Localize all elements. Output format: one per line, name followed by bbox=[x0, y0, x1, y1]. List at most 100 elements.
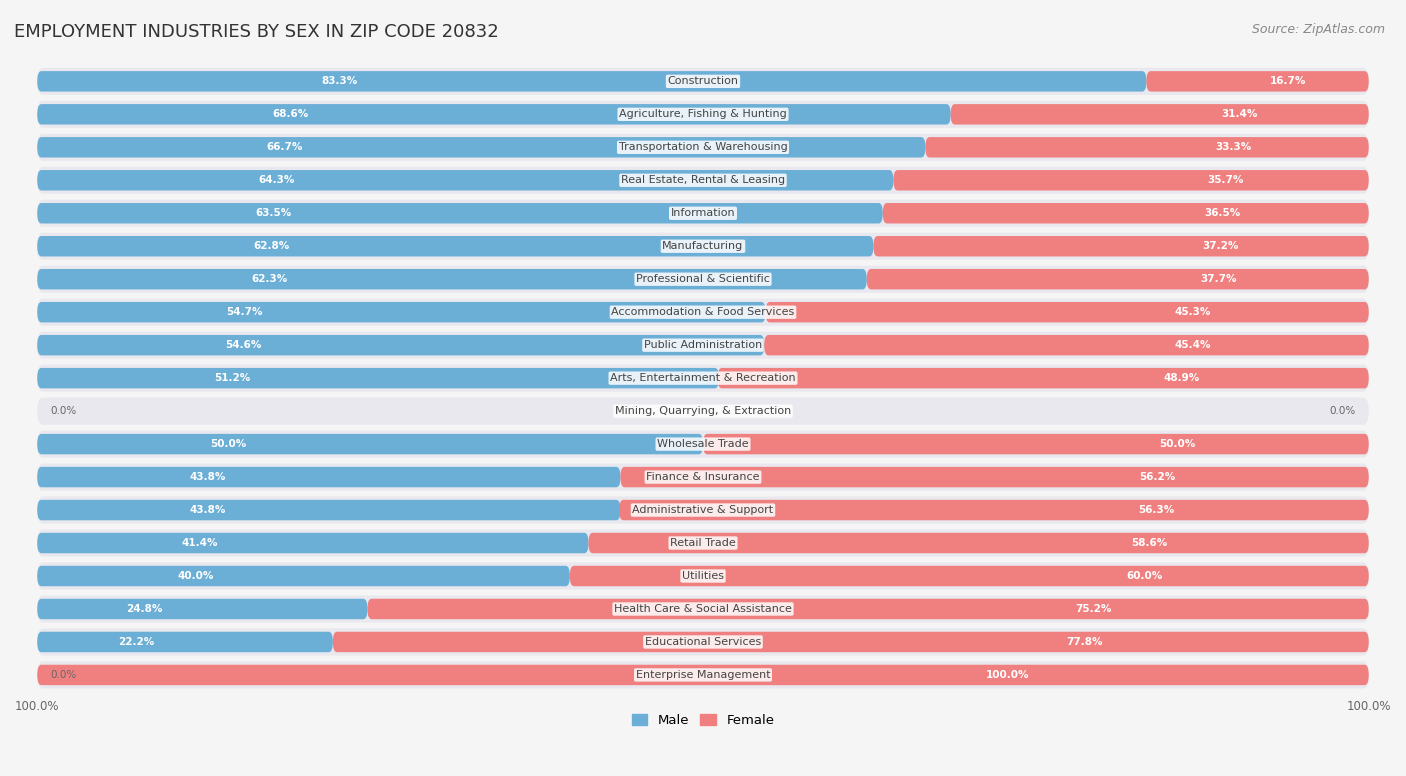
Text: 50.0%: 50.0% bbox=[211, 439, 246, 449]
Text: 35.7%: 35.7% bbox=[1206, 175, 1243, 185]
FancyBboxPatch shape bbox=[37, 529, 1369, 556]
Text: 68.6%: 68.6% bbox=[273, 109, 308, 120]
Text: Health Care & Social Assistance: Health Care & Social Assistance bbox=[614, 604, 792, 614]
Text: 16.7%: 16.7% bbox=[1270, 76, 1306, 86]
FancyBboxPatch shape bbox=[717, 368, 1369, 388]
FancyBboxPatch shape bbox=[37, 595, 1369, 622]
Text: 24.8%: 24.8% bbox=[127, 604, 163, 614]
FancyBboxPatch shape bbox=[1146, 71, 1369, 92]
FancyBboxPatch shape bbox=[37, 665, 1369, 685]
Text: Retail Trade: Retail Trade bbox=[671, 538, 735, 548]
FancyBboxPatch shape bbox=[37, 368, 718, 388]
Text: 63.5%: 63.5% bbox=[256, 208, 291, 218]
Text: 100.0%: 100.0% bbox=[986, 670, 1029, 680]
FancyBboxPatch shape bbox=[37, 467, 620, 487]
Text: Arts, Entertainment & Recreation: Arts, Entertainment & Recreation bbox=[610, 373, 796, 383]
FancyBboxPatch shape bbox=[37, 167, 1369, 194]
Text: Wholesale Trade: Wholesale Trade bbox=[657, 439, 749, 449]
Text: Administrative & Support: Administrative & Support bbox=[633, 505, 773, 515]
FancyBboxPatch shape bbox=[37, 434, 703, 454]
Legend: Male, Female: Male, Female bbox=[626, 708, 780, 733]
FancyBboxPatch shape bbox=[925, 137, 1369, 158]
Text: 37.7%: 37.7% bbox=[1201, 274, 1237, 284]
FancyBboxPatch shape bbox=[883, 203, 1369, 223]
Text: 31.4%: 31.4% bbox=[1222, 109, 1257, 120]
Text: 62.8%: 62.8% bbox=[253, 241, 290, 251]
FancyBboxPatch shape bbox=[37, 563, 1369, 590]
Text: 36.5%: 36.5% bbox=[1205, 208, 1240, 218]
Text: 60.0%: 60.0% bbox=[1126, 571, 1163, 581]
Text: 75.2%: 75.2% bbox=[1076, 604, 1112, 614]
FancyBboxPatch shape bbox=[893, 170, 1369, 190]
Text: Enterprise Management: Enterprise Management bbox=[636, 670, 770, 680]
Text: Manufacturing: Manufacturing bbox=[662, 241, 744, 251]
FancyBboxPatch shape bbox=[37, 533, 589, 553]
FancyBboxPatch shape bbox=[37, 599, 367, 619]
Text: Finance & Insurance: Finance & Insurance bbox=[647, 472, 759, 482]
Text: 56.3%: 56.3% bbox=[1139, 505, 1174, 515]
Text: Mining, Quarrying, & Extraction: Mining, Quarrying, & Extraction bbox=[614, 406, 792, 416]
Text: 41.4%: 41.4% bbox=[181, 538, 218, 548]
FancyBboxPatch shape bbox=[37, 233, 1369, 260]
FancyBboxPatch shape bbox=[37, 137, 925, 158]
Text: Source: ZipAtlas.com: Source: ZipAtlas.com bbox=[1251, 23, 1385, 36]
FancyBboxPatch shape bbox=[619, 500, 1369, 520]
FancyBboxPatch shape bbox=[37, 101, 1369, 128]
Text: Accommodation & Food Services: Accommodation & Food Services bbox=[612, 307, 794, 317]
FancyBboxPatch shape bbox=[37, 269, 866, 289]
FancyBboxPatch shape bbox=[37, 68, 1369, 95]
Text: Utilities: Utilities bbox=[682, 571, 724, 581]
Text: 0.0%: 0.0% bbox=[51, 670, 77, 680]
Text: 77.8%: 77.8% bbox=[1067, 637, 1104, 647]
FancyBboxPatch shape bbox=[620, 467, 1369, 487]
Text: 64.3%: 64.3% bbox=[257, 175, 294, 185]
Text: 54.7%: 54.7% bbox=[226, 307, 263, 317]
FancyBboxPatch shape bbox=[873, 236, 1369, 256]
Text: Information: Information bbox=[671, 208, 735, 218]
FancyBboxPatch shape bbox=[37, 133, 1369, 161]
Text: Transportation & Warehousing: Transportation & Warehousing bbox=[619, 142, 787, 152]
FancyBboxPatch shape bbox=[37, 199, 1369, 227]
Text: 48.9%: 48.9% bbox=[1163, 373, 1199, 383]
Text: 33.3%: 33.3% bbox=[1215, 142, 1251, 152]
FancyBboxPatch shape bbox=[367, 599, 1369, 619]
FancyBboxPatch shape bbox=[37, 302, 766, 322]
FancyBboxPatch shape bbox=[703, 434, 1369, 454]
Text: EMPLOYMENT INDUSTRIES BY SEX IN ZIP CODE 20832: EMPLOYMENT INDUSTRIES BY SEX IN ZIP CODE… bbox=[14, 23, 499, 41]
Text: Construction: Construction bbox=[668, 76, 738, 86]
FancyBboxPatch shape bbox=[37, 265, 1369, 293]
FancyBboxPatch shape bbox=[37, 500, 620, 520]
Text: Agriculture, Fishing & Hunting: Agriculture, Fishing & Hunting bbox=[619, 109, 787, 120]
Text: 62.3%: 62.3% bbox=[252, 274, 288, 284]
FancyBboxPatch shape bbox=[37, 299, 1369, 326]
FancyBboxPatch shape bbox=[37, 71, 1146, 92]
FancyBboxPatch shape bbox=[766, 302, 1369, 322]
Text: Professional & Scientific: Professional & Scientific bbox=[636, 274, 770, 284]
Text: 45.3%: 45.3% bbox=[1175, 307, 1212, 317]
Text: 51.2%: 51.2% bbox=[214, 373, 250, 383]
FancyBboxPatch shape bbox=[37, 566, 569, 586]
Text: 40.0%: 40.0% bbox=[177, 571, 214, 581]
Text: 37.2%: 37.2% bbox=[1202, 241, 1239, 251]
Text: 22.2%: 22.2% bbox=[118, 637, 155, 647]
Text: 0.0%: 0.0% bbox=[1329, 406, 1355, 416]
Text: Educational Services: Educational Services bbox=[645, 637, 761, 647]
Text: 50.0%: 50.0% bbox=[1160, 439, 1195, 449]
Text: Public Administration: Public Administration bbox=[644, 340, 762, 350]
FancyBboxPatch shape bbox=[37, 365, 1369, 392]
FancyBboxPatch shape bbox=[37, 629, 1369, 656]
Text: Real Estate, Rental & Leasing: Real Estate, Rental & Leasing bbox=[621, 175, 785, 185]
FancyBboxPatch shape bbox=[37, 236, 873, 256]
FancyBboxPatch shape bbox=[569, 566, 1369, 586]
Text: 83.3%: 83.3% bbox=[321, 76, 357, 86]
FancyBboxPatch shape bbox=[37, 203, 883, 223]
FancyBboxPatch shape bbox=[37, 331, 1369, 359]
Text: 54.6%: 54.6% bbox=[225, 340, 262, 350]
Text: 43.8%: 43.8% bbox=[190, 472, 226, 482]
FancyBboxPatch shape bbox=[37, 431, 1369, 458]
FancyBboxPatch shape bbox=[37, 397, 1369, 424]
Text: 66.7%: 66.7% bbox=[266, 142, 302, 152]
FancyBboxPatch shape bbox=[37, 170, 893, 190]
FancyBboxPatch shape bbox=[589, 533, 1369, 553]
FancyBboxPatch shape bbox=[37, 632, 333, 652]
